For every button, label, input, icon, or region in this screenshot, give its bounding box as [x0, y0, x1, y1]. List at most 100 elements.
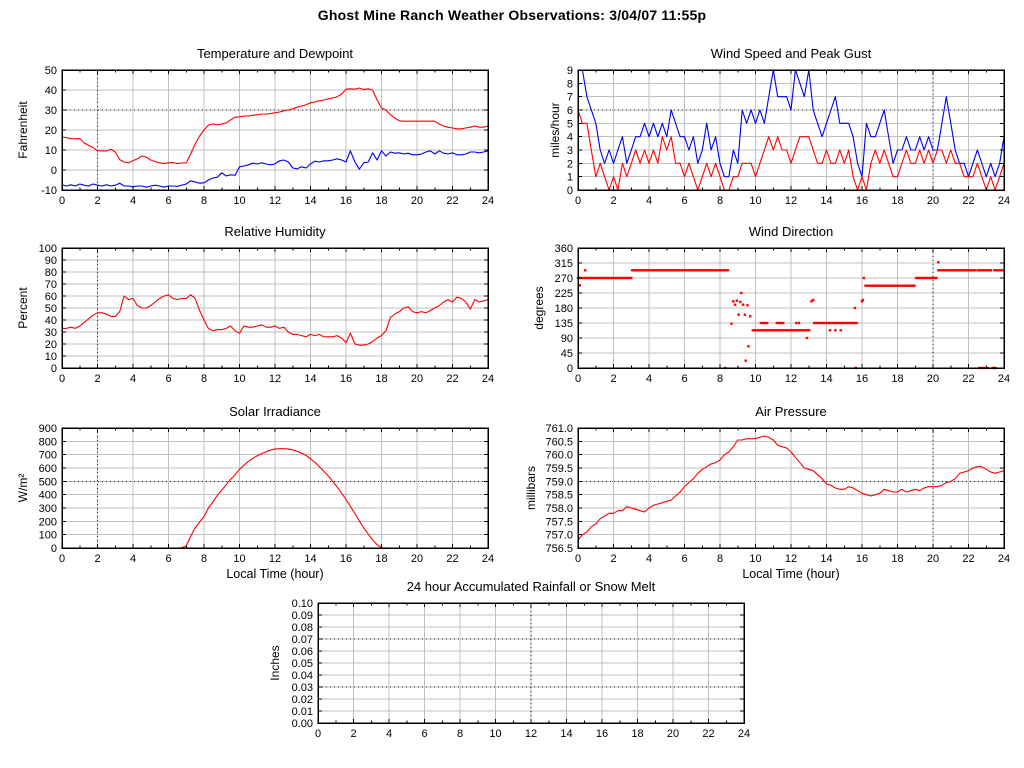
svg-text:16: 16 [340, 195, 352, 207]
svg-text:24: 24 [998, 553, 1010, 565]
chart-title-wind-direction: Wind Direction [748, 224, 834, 239]
x-axis-tick-labels: 0 2 4 6 8 10 12 14 16 18 20 22 24 [575, 195, 1010, 207]
svg-text:6: 6 [165, 195, 171, 207]
svg-text:18: 18 [891, 553, 903, 565]
y-axis-tick-labels: -10 0 10 20 30 40 50 [41, 65, 57, 197]
x-axis-tick-labels: 0 2 4 6 8 10 12 14 16 18 20 22 24 [575, 553, 1010, 565]
svg-text:20: 20 [411, 195, 423, 207]
svg-text:20: 20 [411, 373, 423, 385]
svg-text:8: 8 [717, 553, 723, 565]
svg-text:4: 4 [386, 728, 392, 740]
svg-text:2: 2 [567, 158, 573, 170]
svg-text:40: 40 [45, 315, 57, 327]
svg-text:0.02: 0.02 [292, 694, 313, 706]
svg-text:0: 0 [59, 553, 65, 565]
svg-text:24: 24 [738, 728, 750, 740]
svg-text:0: 0 [575, 553, 581, 565]
svg-text:12: 12 [785, 373, 797, 385]
wind-speed-series [577, 109, 1005, 191]
svg-text:90: 90 [561, 333, 573, 345]
svg-text:14: 14 [820, 553, 832, 565]
svg-text:18: 18 [375, 553, 387, 565]
svg-text:18: 18 [891, 373, 903, 385]
svg-text:6: 6 [567, 105, 573, 117]
tick-marks [61, 247, 489, 369]
svg-text:0: 0 [59, 373, 65, 385]
svg-text:16: 16 [340, 553, 352, 565]
svg-text:20: 20 [45, 125, 57, 137]
temperature-series [61, 87, 489, 165]
svg-text:760.0: 760.0 [545, 450, 573, 462]
svg-text:0.04: 0.04 [292, 670, 313, 682]
svg-text:14: 14 [304, 553, 316, 565]
svg-text:14: 14 [560, 728, 572, 740]
tick-marks [577, 247, 1005, 369]
dotted-reference-lines [578, 428, 1004, 548]
svg-text:24: 24 [998, 195, 1010, 207]
tick-marks [577, 427, 1005, 549]
svg-text:-10: -10 [41, 185, 57, 197]
svg-text:8: 8 [201, 373, 207, 385]
svg-text:0.00: 0.00 [292, 718, 313, 730]
svg-text:22: 22 [446, 195, 458, 207]
svg-text:22: 22 [702, 728, 714, 740]
svg-text:12: 12 [269, 373, 281, 385]
svg-text:0: 0 [315, 728, 321, 740]
svg-text:270: 270 [555, 273, 573, 285]
svg-text:0.03: 0.03 [292, 682, 313, 694]
x-axis-tick-labels: 0 2 4 6 8 10 12 14 16 18 20 22 24 [315, 728, 750, 740]
svg-text:225: 225 [555, 288, 573, 300]
svg-text:14: 14 [304, 195, 316, 207]
tick-marks [61, 427, 489, 549]
page-title: Ghost Mine Ranch Weather Observations: 3… [317, 7, 707, 23]
svg-text:6: 6 [681, 553, 687, 565]
svg-text:12: 12 [525, 728, 537, 740]
svg-text:0.01: 0.01 [292, 706, 313, 718]
gridlines [62, 70, 488, 190]
svg-text:10: 10 [749, 195, 761, 207]
svg-text:2: 2 [610, 553, 616, 565]
svg-text:14: 14 [820, 195, 832, 207]
peak-gust-series [578, 69, 1005, 178]
svg-text:24: 24 [482, 195, 494, 207]
svg-text:0: 0 [51, 165, 57, 177]
svg-text:180: 180 [555, 303, 573, 315]
svg-text:4: 4 [130, 553, 136, 565]
svg-text:16: 16 [596, 728, 608, 740]
svg-text:315: 315 [555, 258, 573, 270]
x-axis-tick-labels: 0 2 4 6 8 10 12 14 16 18 20 22 24 [59, 195, 494, 207]
svg-text:4: 4 [646, 553, 652, 565]
svg-text:761.0: 761.0 [545, 423, 573, 435]
svg-text:0: 0 [51, 543, 57, 555]
svg-text:2: 2 [610, 195, 616, 207]
svg-text:60: 60 [45, 291, 57, 303]
svg-text:18: 18 [375, 195, 387, 207]
svg-text:10: 10 [233, 195, 245, 207]
svg-text:12: 12 [785, 553, 797, 565]
svg-text:0: 0 [567, 363, 573, 375]
svg-text:4: 4 [646, 195, 652, 207]
svg-text:6: 6 [681, 195, 687, 207]
svg-text:600: 600 [39, 463, 57, 475]
svg-text:6: 6 [165, 373, 171, 385]
svg-text:8: 8 [567, 78, 573, 90]
svg-text:24: 24 [482, 553, 494, 565]
humidity-series [62, 294, 489, 346]
svg-text:0: 0 [567, 185, 573, 197]
svg-text:20: 20 [411, 553, 423, 565]
svg-text:30: 30 [45, 327, 57, 339]
svg-text:4: 4 [130, 195, 136, 207]
svg-text:100: 100 [39, 243, 57, 255]
svg-text:100: 100 [39, 530, 57, 542]
svg-text:700: 700 [39, 450, 57, 462]
chart-title-rainfall: 24 hour Accumulated Rainfall or Snow Mel… [406, 579, 656, 594]
y-axis-tick-labels: 01 234 567 89 [567, 65, 573, 197]
